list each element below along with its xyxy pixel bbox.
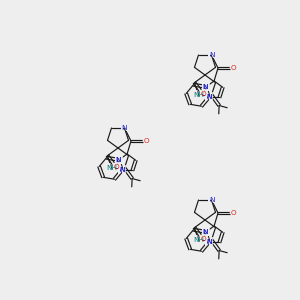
Text: NH: NH: [189, 233, 208, 247]
Text: O: O: [198, 233, 208, 246]
Text: N: N: [207, 49, 216, 62]
Text: N: N: [119, 167, 124, 173]
Text: O: O: [113, 164, 119, 170]
Text: N: N: [201, 81, 210, 94]
Text: N: N: [204, 236, 214, 249]
Text: O: O: [200, 92, 206, 98]
Text: N: N: [206, 94, 212, 100]
Text: N: N: [203, 229, 208, 235]
Text: N: N: [206, 239, 212, 245]
Text: N: N: [206, 94, 212, 100]
Text: N: N: [203, 84, 208, 90]
Text: O: O: [229, 61, 238, 74]
Text: O: O: [231, 210, 236, 216]
Text: N: N: [120, 122, 129, 134]
Text: N: N: [116, 157, 121, 163]
Text: NH: NH: [189, 88, 208, 101]
Text: NH: NH: [193, 92, 204, 98]
Text: N: N: [117, 164, 127, 177]
Text: N: N: [122, 125, 127, 131]
Text: N: N: [119, 167, 124, 173]
Text: O: O: [200, 236, 206, 242]
Text: N: N: [203, 84, 208, 90]
Text: N: N: [117, 164, 127, 177]
Text: N: N: [209, 197, 214, 203]
Text: N: N: [204, 91, 214, 104]
Text: O: O: [231, 65, 236, 71]
Text: N: N: [114, 154, 123, 167]
Text: N: N: [201, 226, 210, 239]
Text: N: N: [209, 52, 214, 58]
Text: N: N: [206, 239, 212, 245]
Text: NH: NH: [193, 237, 204, 243]
Text: N: N: [204, 236, 214, 249]
Text: N: N: [203, 229, 208, 235]
Text: N: N: [201, 81, 210, 94]
Text: N: N: [204, 91, 214, 104]
Text: O: O: [144, 138, 149, 144]
Text: NH: NH: [102, 161, 121, 175]
Text: N: N: [207, 194, 216, 206]
Text: O: O: [111, 161, 121, 174]
Text: NH: NH: [106, 165, 117, 171]
Text: O: O: [229, 206, 238, 220]
Text: N: N: [201, 226, 210, 239]
Text: N: N: [114, 154, 123, 167]
Text: N: N: [116, 157, 121, 163]
Text: O: O: [198, 88, 208, 101]
Text: O: O: [142, 134, 152, 148]
